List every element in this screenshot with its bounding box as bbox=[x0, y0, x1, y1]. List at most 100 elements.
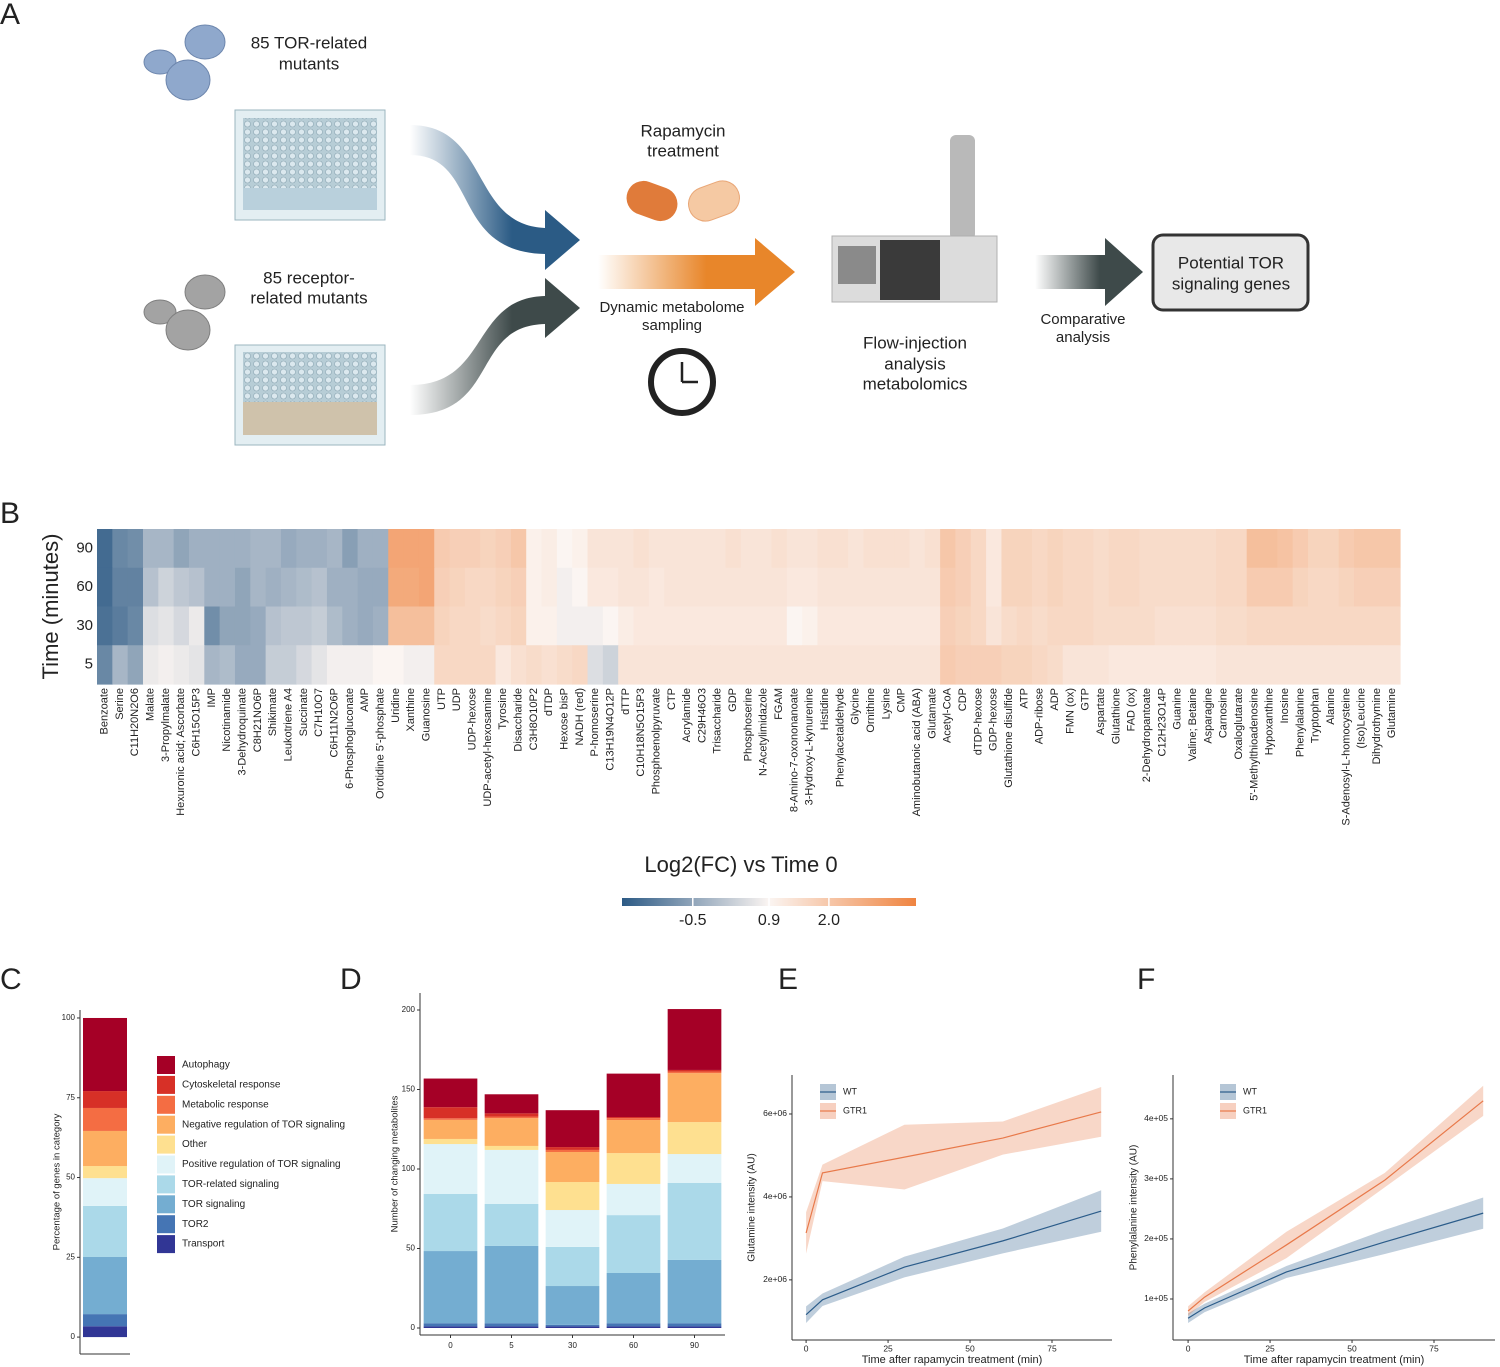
heatmap-cell bbox=[1001, 645, 1018, 685]
x-tick-label: GDP bbox=[727, 688, 739, 712]
heatmap-cell bbox=[909, 645, 926, 685]
x-tick-label: Guanine bbox=[1172, 688, 1184, 730]
heatmap-cell bbox=[587, 529, 604, 569]
heatmap-cell bbox=[1338, 529, 1355, 569]
bar-segment bbox=[484, 1326, 539, 1329]
heatmap-cell bbox=[694, 529, 711, 569]
heatmap-cell bbox=[142, 606, 159, 646]
heatmap-cell bbox=[1308, 567, 1324, 608]
heatmap-cell bbox=[434, 567, 451, 608]
heatmap-cell bbox=[1170, 645, 1186, 685]
heatmap-cell bbox=[1032, 645, 1049, 685]
diagram-label: analysis bbox=[884, 354, 945, 373]
heatmap-cell bbox=[1062, 645, 1079, 685]
x-tick-label: Glutathione disulfide bbox=[1003, 688, 1015, 788]
heatmap-cell bbox=[878, 606, 895, 646]
x-tick-label: Xanthine bbox=[405, 688, 417, 731]
heatmap-cell bbox=[786, 645, 803, 685]
heatmap-cell bbox=[434, 529, 451, 569]
bar-segment bbox=[484, 1245, 539, 1324]
x-tick-label: (Iso)Leucine bbox=[1356, 688, 1368, 749]
heatmap-cell bbox=[556, 645, 573, 685]
heatmap-cell bbox=[740, 529, 757, 569]
heatmap-cell bbox=[372, 645, 389, 685]
x-tick-label: C12H23O14P bbox=[1156, 688, 1168, 757]
heatmap-cell bbox=[204, 645, 221, 685]
heatmap-cell bbox=[786, 567, 803, 608]
bar-segment bbox=[667, 1069, 722, 1072]
diagram-label: 85 TOR-related bbox=[251, 33, 368, 52]
heatmap-cell bbox=[986, 567, 1003, 608]
legend-label: Cytoskeletal response bbox=[182, 1080, 281, 1091]
legend-swatch bbox=[157, 1075, 175, 1094]
heatmap-cell bbox=[817, 606, 834, 646]
heatmap-cell bbox=[618, 567, 635, 608]
x-tick-label: IMP bbox=[206, 688, 218, 708]
heatmap-cell bbox=[771, 645, 788, 685]
heatmap-cell bbox=[1323, 567, 1340, 608]
heatmap-cell bbox=[756, 567, 773, 608]
heatmap-cell bbox=[173, 567, 190, 608]
x-tick-label: N-Acetylimidazole bbox=[758, 688, 770, 776]
heatmap-cell bbox=[480, 606, 497, 646]
legend-swatch bbox=[157, 1115, 175, 1134]
legend-swatch bbox=[157, 1095, 175, 1114]
heatmap-cell bbox=[464, 606, 481, 646]
heatmap-cell bbox=[97, 645, 113, 685]
heatmap-cell bbox=[449, 645, 466, 685]
y-axis-label: Glutamine intensity (AU) bbox=[747, 1153, 758, 1261]
heatmap-cell bbox=[204, 606, 221, 646]
heatmap-cell bbox=[1062, 567, 1079, 608]
heatmap-cell bbox=[1093, 606, 1110, 646]
heatmap-cell bbox=[1139, 529, 1156, 569]
heatmap-cell bbox=[1262, 606, 1278, 646]
heatmap-cell bbox=[97, 567, 113, 608]
heatmap-cell bbox=[357, 567, 374, 608]
diagram-label: metabolomics bbox=[863, 374, 968, 393]
colorbar-tick-label: 0.9 bbox=[758, 912, 780, 929]
bar-segment bbox=[423, 1251, 478, 1324]
y-tick-label: 6e+06 bbox=[763, 1108, 787, 1118]
heatmap-cell bbox=[142, 529, 159, 569]
y-tick-label: 150 bbox=[402, 1085, 416, 1094]
y-tick-label: 4e+05 bbox=[1144, 1113, 1168, 1123]
heatmap-cell bbox=[219, 645, 236, 685]
heatmap-cell bbox=[848, 606, 865, 646]
heatmap-cell bbox=[418, 567, 435, 608]
panel-label: B bbox=[0, 497, 20, 530]
heatmap-cell bbox=[296, 567, 313, 608]
bar-segment bbox=[484, 1149, 539, 1204]
heatmap-cell bbox=[894, 645, 911, 685]
heatmap-cell bbox=[1246, 645, 1263, 685]
legend-label: Transport bbox=[182, 1239, 225, 1250]
heatmap-cell bbox=[710, 567, 727, 608]
heatmap-cell bbox=[326, 529, 343, 569]
heatmap-cell bbox=[817, 645, 834, 685]
heatmap-cell bbox=[1124, 606, 1140, 646]
heatmap-cell bbox=[970, 567, 987, 608]
heatmap-cell bbox=[1277, 606, 1294, 646]
heatmap-cell bbox=[848, 567, 865, 608]
heatmap-cell bbox=[786, 606, 803, 646]
x-tick-label: Aminobutanoic acid (ABA) bbox=[911, 688, 923, 816]
bar-segment bbox=[83, 1178, 127, 1206]
heatmap-cell bbox=[1108, 567, 1125, 608]
x-tick-label: Hexuronic acid; Ascorbate bbox=[175, 688, 187, 816]
x-tick-label: Nicotinamide bbox=[221, 688, 233, 752]
heatmap-cell bbox=[1354, 606, 1370, 646]
heatmap-cell bbox=[771, 567, 788, 608]
x-tick-label: 0 bbox=[1186, 1343, 1191, 1353]
x-tick-label: C13H19N4O12P bbox=[604, 688, 616, 771]
y-axis-label: Phenylalanine intensity (AU) bbox=[1129, 1145, 1140, 1271]
heatmap-cell bbox=[1001, 606, 1018, 646]
legend-label: GTR1 bbox=[843, 1105, 867, 1115]
heatmap-cell bbox=[817, 529, 834, 569]
heatmap-cell bbox=[219, 529, 236, 569]
legend-swatch bbox=[157, 1215, 175, 1234]
x-tick-label: Glutamine bbox=[1386, 688, 1398, 738]
diagram-label: sampling bbox=[642, 317, 702, 334]
x-tick-label: Leukotriene A4 bbox=[283, 688, 295, 761]
diagram-label: signaling genes bbox=[1172, 274, 1290, 293]
heatmap-cell bbox=[188, 529, 205, 569]
x-tick-label: Glutamate bbox=[926, 688, 938, 739]
